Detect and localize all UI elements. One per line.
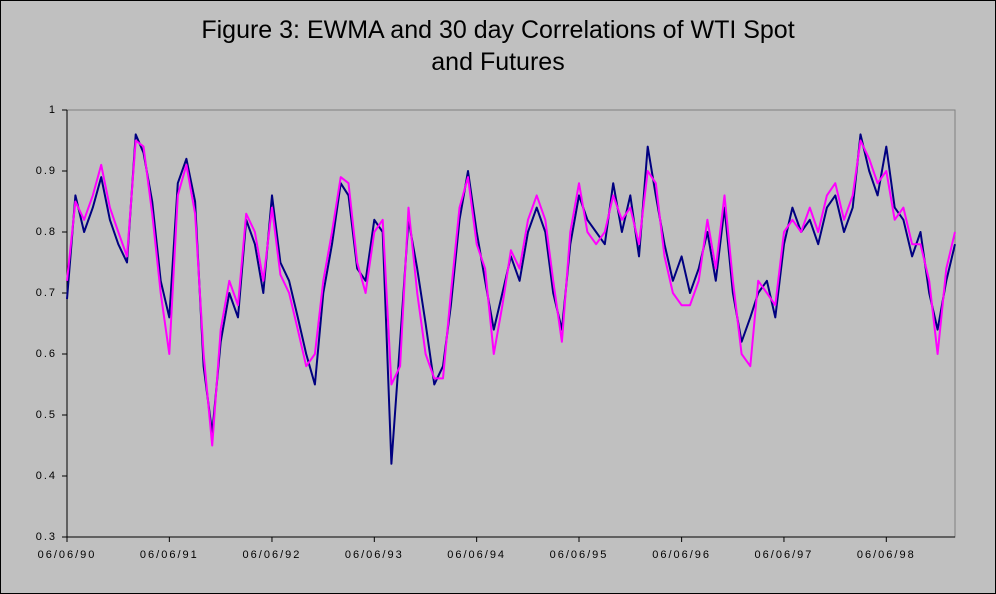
x-tick-label: 06/06/98 bbox=[857, 549, 916, 561]
x-tick-label: 06/06/97 bbox=[755, 549, 814, 561]
y-tick-label: 0.7 bbox=[36, 287, 57, 299]
y-tick-label: 0.4 bbox=[36, 470, 57, 482]
x-tick-label: 06/06/90 bbox=[38, 549, 97, 561]
y-tick-label: 0.9 bbox=[36, 165, 57, 177]
x-tick-label: 06/06/93 bbox=[345, 549, 404, 561]
chart-title: Figure 3: EWMA and 30 day Correlations o… bbox=[201, 16, 795, 76]
x-tick-label: 06/06/94 bbox=[447, 549, 506, 561]
y-tick-label: 0.3 bbox=[36, 531, 57, 543]
series-line bbox=[66, 139, 956, 447]
x-tick-label: 06/06/96 bbox=[652, 549, 711, 561]
y-tick-label: 0.5 bbox=[36, 409, 57, 421]
x-tick-label: 06/06/92 bbox=[243, 549, 302, 561]
y-tick-label: 1 bbox=[49, 104, 57, 116]
x-tick-label: 06/06/95 bbox=[550, 549, 609, 561]
y-tick-label: 0.6 bbox=[36, 348, 57, 360]
y-tick-label: 0.8 bbox=[36, 226, 57, 238]
plot-area bbox=[66, 109, 956, 538]
x-tick-label: 06/06/91 bbox=[140, 549, 199, 561]
